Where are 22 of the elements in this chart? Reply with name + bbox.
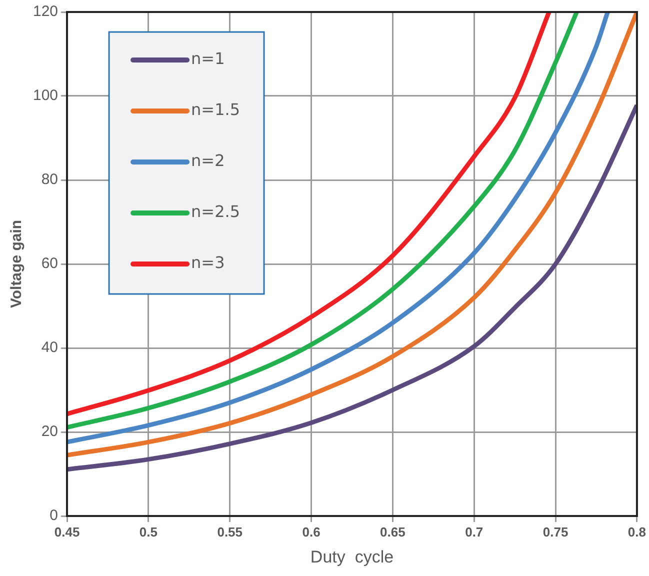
x-tick-label: 0.65 bbox=[380, 524, 406, 540]
x-tick-label: 0.55 bbox=[217, 524, 243, 540]
legend-label: n=1 bbox=[191, 49, 225, 68]
legend-label: n=2.5 bbox=[191, 202, 240, 222]
y-axis-title: Voltage gain bbox=[8, 220, 26, 308]
y-tick-label: 0 bbox=[50, 507, 58, 524]
y-tick-label: 80 bbox=[41, 171, 58, 188]
legend-label: n=1.5 bbox=[191, 100, 240, 120]
y-tick-label: 120 bbox=[32, 3, 58, 20]
x-tick-label: 0.75 bbox=[542, 524, 568, 540]
x-tick-label: 0.7 bbox=[465, 524, 484, 540]
y-tick-label: 100 bbox=[32, 87, 58, 104]
y-tick-label: 20 bbox=[41, 423, 58, 440]
y-tick-label: 40 bbox=[41, 339, 58, 356]
x-tick-label: 0.6 bbox=[302, 524, 320, 540]
x-axis-title: Duty cycle bbox=[310, 547, 394, 566]
legend-label: n=3 bbox=[191, 253, 225, 272]
y-tick-label: 60 bbox=[41, 255, 58, 272]
x-tick-label: 0.8 bbox=[628, 524, 646, 540]
legend-label: n=2 bbox=[191, 151, 225, 170]
x-tick-label: 0.45 bbox=[54, 524, 80, 540]
x-tick-label: 0.5 bbox=[139, 524, 158, 540]
